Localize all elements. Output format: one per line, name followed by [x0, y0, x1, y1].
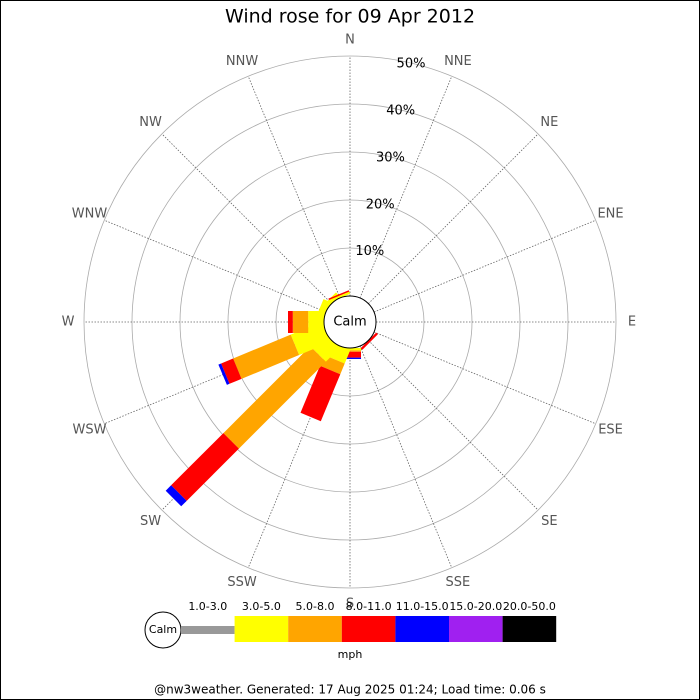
r-tick-label: 10%	[355, 244, 384, 259]
legend-swatch	[288, 616, 342, 642]
wind-bar	[292, 311, 309, 333]
r-tick-label: 20%	[366, 197, 395, 212]
wind-bar	[288, 311, 293, 333]
spoke	[373, 219, 596, 313]
legend-swatch	[234, 616, 289, 642]
wind-bar	[171, 433, 239, 501]
spoke	[247, 76, 341, 299]
legend-swatch	[341, 616, 396, 642]
tick-labels: 10% 20% 30% 40% 50%	[355, 57, 425, 260]
direction-label: NE	[540, 115, 558, 130]
direction-label: E	[628, 315, 636, 330]
wind-bar	[218, 363, 230, 385]
wind-bar	[328, 290, 350, 300]
footer: @nw3weather. Generated: 17 Aug 2025 01:2…	[154, 683, 546, 697]
legend-label: 3.0-5.0	[242, 600, 281, 613]
legend-calm-label: Calm	[149, 623, 177, 636]
r-tick-label: 40%	[386, 104, 415, 119]
wind-bar	[221, 358, 242, 384]
legend: Calm mph 1.0-3.0 3.0-5.0 5.0-8.0 8.0-11.0 11…	[144, 600, 557, 661]
legend-swatch	[395, 616, 449, 642]
grid-circle	[83, 55, 617, 589]
spoke	[359, 345, 453, 568]
legend-label: 8.0-11.0	[346, 600, 392, 613]
direction-label: SE	[541, 514, 557, 529]
direction-label: NNW	[226, 54, 258, 69]
direction-label: SSW	[227, 575, 257, 590]
direction-label: SSE	[446, 575, 471, 590]
spoke	[373, 331, 596, 425]
spoke	[368, 133, 539, 304]
direction-label: ENE	[597, 207, 623, 222]
direction-label: ESE	[598, 422, 623, 437]
legend-swatch	[502, 616, 557, 642]
legend-label: 1.0-3.0	[188, 600, 227, 613]
wind-bar	[165, 485, 187, 507]
legend-swatch	[181, 626, 235, 634]
wind-bar	[360, 332, 378, 350]
bars	[165, 290, 378, 507]
wind-bar	[223, 346, 326, 449]
chart-title: Wind rose for 09 Apr 2012	[225, 6, 475, 28]
direction-label: WNW	[72, 207, 108, 222]
wind-bar	[300, 365, 341, 422]
direction-label: NNE	[444, 54, 472, 69]
legend-label: 11.0-15.0	[396, 600, 449, 613]
direction-label: SW	[140, 514, 161, 529]
direction-label: NW	[139, 115, 162, 130]
legend-label: 5.0-8.0	[296, 600, 335, 613]
legend-label: 15.0-20.0	[449, 600, 502, 613]
legend-swatch	[449, 616, 503, 642]
spoke	[359, 76, 453, 299]
calm-label: Calm	[333, 315, 366, 330]
spoke	[161, 133, 332, 304]
legend-label: 20.0-50.0	[503, 600, 556, 613]
unit-label: mph	[338, 648, 363, 661]
spoke	[368, 340, 539, 511]
wind-bar	[233, 334, 300, 379]
direction-label: S	[346, 597, 354, 612]
spoke	[104, 219, 327, 313]
calm-circle	[323, 295, 377, 349]
r-tick-label: 30%	[376, 150, 405, 165]
direction-label: WSW	[72, 422, 106, 437]
direction-label: N	[345, 33, 355, 48]
direction-label: W	[62, 315, 75, 330]
wind-bar	[329, 291, 351, 303]
r-tick-label: 50%	[397, 57, 426, 72]
